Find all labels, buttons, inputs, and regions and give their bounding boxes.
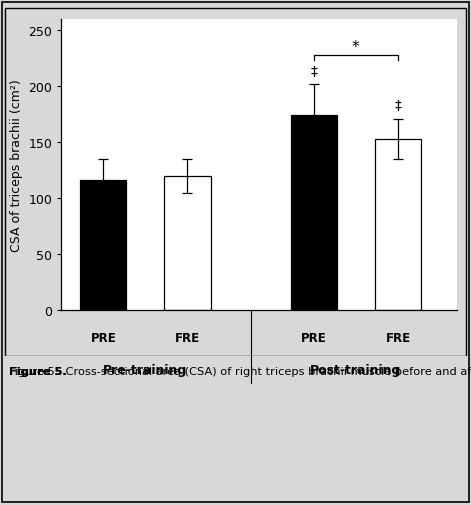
Text: ‡: ‡ [395, 99, 401, 113]
Text: Figure 5.  Cross-sectional area (CSA) of right triceps brachii muscle before and: Figure 5. Cross-sectional area (CSA) of … [9, 366, 471, 376]
Text: FRE: FRE [175, 331, 200, 344]
Text: Post-training: Post-training [310, 363, 402, 376]
Text: Pre-training: Pre-training [103, 363, 187, 376]
Text: Figure 5.: Figure 5. [9, 366, 67, 376]
Text: Figure 5.  Cross-sectional area (CSA) of right triceps brachii muscle before and: Figure 5. Cross-sectional area (CSA) of … [9, 366, 471, 376]
Bar [164, 177, 211, 311]
Text: ‡: ‡ [310, 64, 317, 78]
Text: FRE: FRE [385, 331, 411, 344]
Text: PRE: PRE [90, 331, 116, 344]
Text: Figure 5.: Figure 5. [9, 366, 67, 376]
Text: *: * [352, 40, 360, 55]
Bar [375, 140, 421, 311]
Text: PRE: PRE [301, 331, 327, 344]
Bar [291, 116, 337, 311]
Y-axis label: CSA of triceps brachii (cm²): CSA of triceps brachii (cm²) [10, 79, 23, 251]
Bar [80, 181, 127, 311]
